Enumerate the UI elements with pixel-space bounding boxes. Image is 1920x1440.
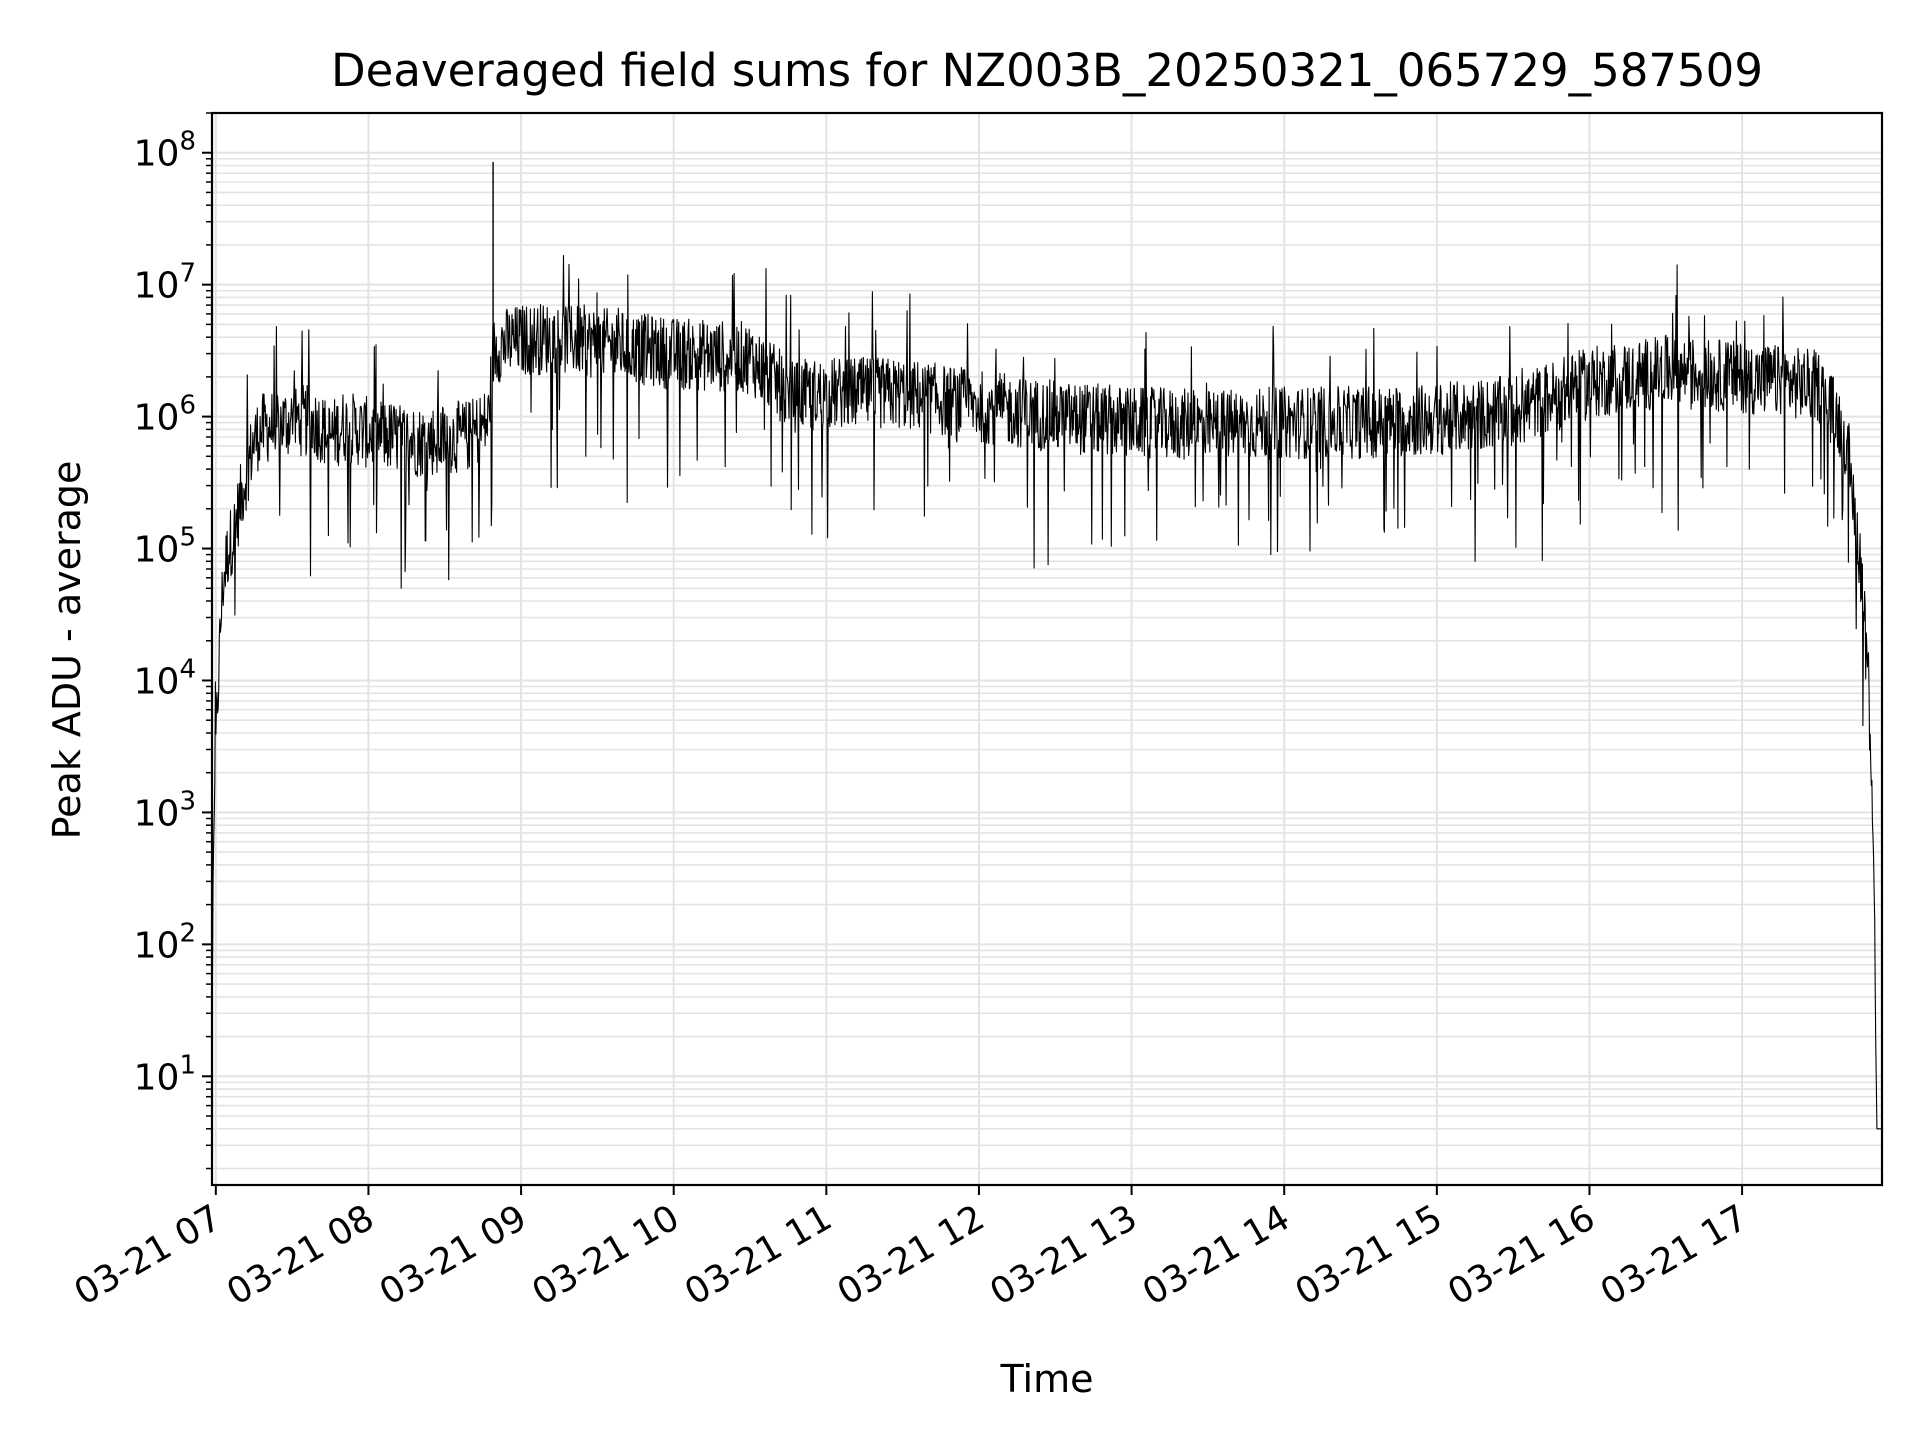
x-tick-label: 03-21 12 [831,1197,992,1313]
x-tick-label: 03-21 11 [678,1197,839,1313]
x-tick-label: 03-21 13 [983,1197,1144,1313]
y-tick-label: 107 [134,259,196,307]
series-line [211,255,1882,1130]
y-tick-label: 101 [134,1050,196,1098]
data-series [211,162,1882,1130]
chart-title: Deaveraged field sums for NZ003B_2025032… [331,44,1763,97]
y-tick-label: 103 [134,786,196,834]
y-tick-label: 104 [134,654,196,702]
x-tick-label: 03-21 09 [373,1197,534,1313]
x-axis-label: Time [1000,1357,1094,1401]
x-tick-label: 03-21 10 [526,1197,687,1313]
y-tick-label: 106 [134,391,196,439]
x-tick-label: 03-21 07 [68,1197,229,1313]
x-tick-label: 03-21 15 [1289,1197,1450,1313]
x-tick-label: 03-21 17 [1594,1197,1755,1313]
grid [212,112,1882,1185]
y-axis-label: Peak ADU - average [45,461,89,840]
y-tick-label: 102 [134,918,196,966]
x-tick-label: 03-21 08 [220,1197,381,1313]
x-tick-label: 03-21 16 [1441,1197,1602,1313]
plot-frame [210,111,1884,1187]
y-tick-label: 105 [134,523,196,571]
x-tick-label: 03-21 14 [1136,1197,1297,1313]
y-tick-label: 108 [134,127,196,175]
